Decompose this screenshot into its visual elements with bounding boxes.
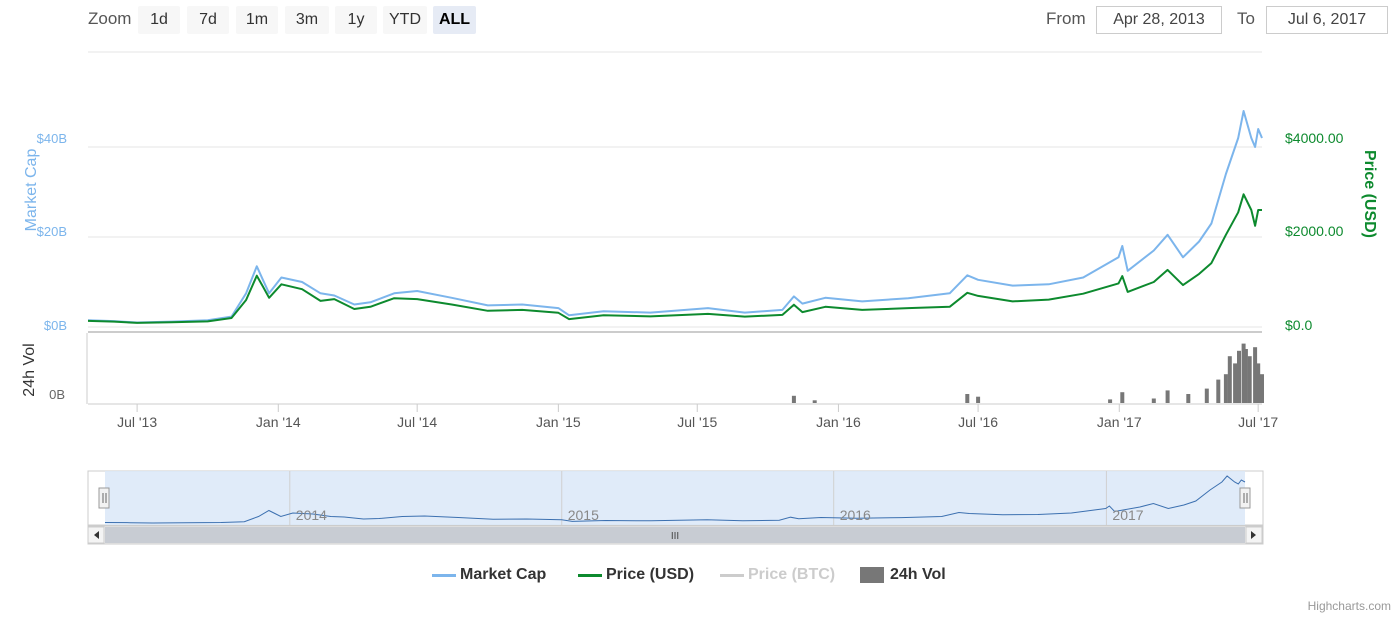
volume-tick-label: 0B (49, 387, 65, 402)
left-axis-title: Market Cap (23, 149, 40, 232)
scrollbar[interactable]: III (87, 525, 1264, 545)
credits-link[interactable]: Highcharts.com (1307, 599, 1391, 613)
navigator-year-label: 2015 (568, 507, 599, 523)
left-tick-label: $40B (37, 131, 67, 146)
zoom-label: Zoom (88, 9, 132, 28)
volume-bar (1223, 374, 1228, 403)
range-from-label: From (1046, 9, 1086, 28)
volume-bar (965, 394, 970, 403)
volume-bar (1253, 347, 1258, 403)
legend-label: Market Cap (460, 566, 547, 583)
volume-bar (1151, 398, 1156, 403)
legend-item-market-cap[interactable]: Market Cap (432, 564, 557, 586)
legend-item-price-usd[interactable]: Price (USD) (578, 564, 703, 586)
volume-bar (1247, 356, 1252, 403)
navigator-labels: 2014 2015 2016 2017 (296, 507, 1144, 523)
gridlines (88, 146, 1262, 328)
right-tick-label: $2000.00 (1285, 223, 1344, 239)
x-tick-label: Jul '17 (1238, 414, 1278, 430)
range-to-label: To (1237, 9, 1255, 28)
volume-bar (791, 395, 796, 403)
volume-bar (1243, 349, 1248, 403)
volume-bar (1204, 388, 1209, 403)
legend-label: 24h Vol (890, 566, 946, 583)
volume-bar (1165, 390, 1170, 403)
legend-line-icon (578, 574, 602, 577)
legend-line-icon (720, 574, 744, 577)
market-cap-line[interactable] (87, 110, 1263, 324)
range-from-input[interactable]: Apr 28, 2013 (1096, 6, 1222, 34)
navigator-year-label: 2016 (840, 507, 871, 523)
x-tick-marks (136, 404, 1259, 412)
right-axis-title: Price (USD) (1361, 150, 1378, 238)
zoom-button-7d[interactable]: 7d (187, 6, 229, 34)
navigator-year-label: 2017 (1112, 507, 1143, 523)
legend-box-icon (860, 567, 884, 583)
navigator-handle-left[interactable] (98, 487, 110, 509)
navigator-handle-right[interactable] (1239, 487, 1251, 509)
volume-bar (1120, 392, 1125, 403)
volume-bar (1216, 379, 1221, 403)
x-tick-label: Jan '17 (1097, 414, 1142, 430)
scrollbar-thumb[interactable] (105, 527, 1245, 543)
volume-bar (1233, 363, 1238, 403)
navigator-year-label: 2014 (296, 507, 327, 523)
x-tick-label: Jan '15 (536, 414, 581, 430)
price-usd-line[interactable] (87, 193, 1262, 324)
volume-bar (812, 400, 817, 403)
volume-bar (1260, 374, 1264, 403)
zoom-button-ytd[interactable]: YTD (383, 6, 427, 34)
volume-bar (1256, 363, 1261, 403)
range-to-input[interactable]: Jul 6, 2017 (1266, 6, 1388, 34)
zoom-button-all[interactable]: ALL (433, 6, 476, 34)
legend-label: Price (BTC) (748, 566, 836, 583)
x-tick-labels: Jul '13 Jan '14 Jul '14 Jan '15 Jul '15 Jan '… (117, 414, 1278, 430)
volume-bar (976, 396, 981, 403)
navigator[interactable]: 2014 2015 2016 2017 (87, 470, 1264, 526)
x-tick-label: Jan '14 (256, 414, 301, 430)
zoom-button-1d[interactable]: 1d (138, 6, 180, 34)
left-tick-label: $0B (44, 318, 67, 333)
x-tick-label: Jul '15 (677, 414, 717, 430)
x-tick-label: Jan '16 (816, 414, 861, 430)
navigator-mask (105, 471, 1245, 525)
scrollbar-grip: III (671, 531, 679, 542)
legend-line-icon (432, 574, 456, 577)
volume-series (791, 343, 1264, 403)
right-tick-label: $0.0 (1285, 317, 1312, 333)
legend-item-24h-vol[interactable]: 24h Vol (860, 564, 960, 586)
navigator-gridlines (289, 471, 1107, 525)
x-tick-label: Jul '16 (958, 414, 998, 430)
zoom-button-1y[interactable]: 1y (335, 6, 377, 34)
left-tick-label: $20B (37, 224, 67, 239)
zoom-button-3m[interactable]: 3m (285, 6, 329, 34)
zoom-button-1m[interactable]: 1m (236, 6, 278, 34)
arrow-right-icon (1251, 531, 1256, 539)
navigator-line (104, 475, 1246, 524)
arrow-left-icon (94, 531, 99, 539)
x-tick-label: Jul '13 (117, 414, 157, 430)
volume-bar (1186, 394, 1191, 403)
volume-bar (1241, 343, 1246, 403)
right-tick-label: $4000.00 (1285, 130, 1344, 146)
volume-bar (1227, 356, 1232, 403)
legend-item-price-btc[interactable]: Price (BTC) (720, 564, 845, 586)
volume-bar (1237, 350, 1241, 403)
volume-axis-title: 24h Vol (21, 343, 38, 396)
x-tick-label: Jul '14 (397, 414, 437, 430)
volume-bar (1108, 399, 1113, 403)
legend-label: Price (USD) (606, 566, 695, 583)
